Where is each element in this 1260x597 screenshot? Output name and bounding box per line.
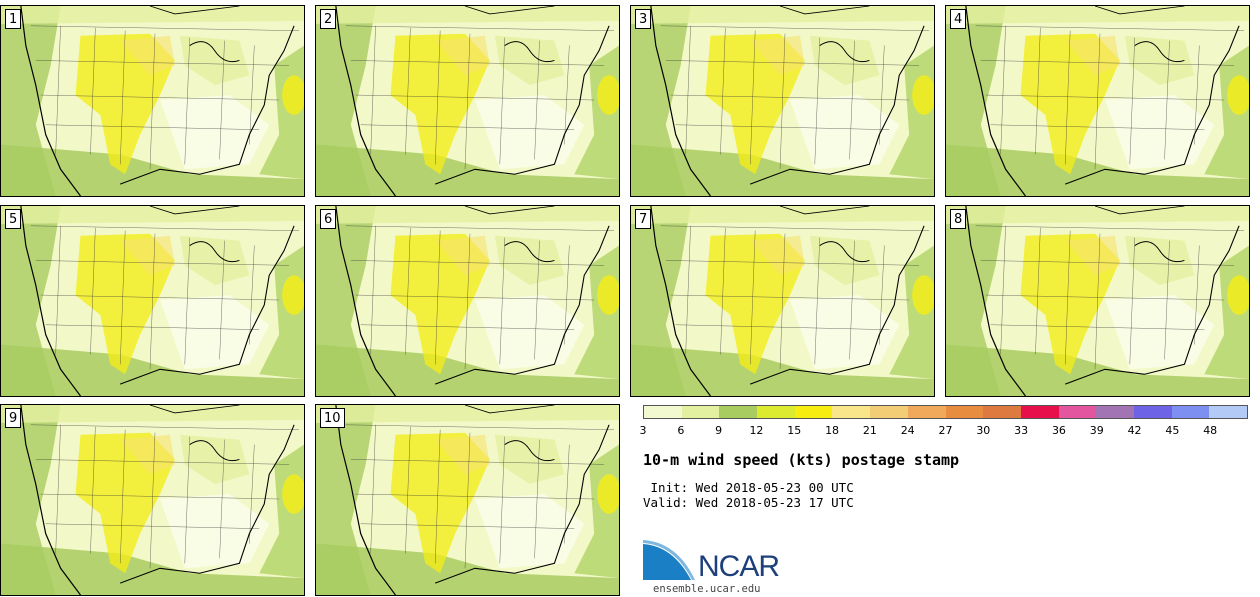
ncar-logo-icon xyxy=(643,540,695,580)
member-label: 7 xyxy=(635,209,652,229)
member-map-4: 4 xyxy=(945,5,1250,197)
member-label: 3 xyxy=(635,9,652,29)
member-label: 8 xyxy=(950,209,967,229)
colorbar-tick-label: 18 xyxy=(825,424,840,437)
member-map-7: 7 xyxy=(630,205,935,397)
member-map-5: 5 xyxy=(0,205,305,397)
colorbar-ticks: 3 6 9 12 15 18 21 24 27 30 33 36 39 42 45 48 xyxy=(639,424,1248,438)
member-map-2: 2 xyxy=(315,5,620,197)
member-label: 10 xyxy=(320,408,345,428)
colorbar-swatch xyxy=(1096,406,1134,418)
member-label: 6 xyxy=(320,209,337,229)
member-label: 1 xyxy=(5,9,22,29)
member-map-1: 1 xyxy=(0,5,305,197)
colorbar-tick-label: 24 xyxy=(900,424,915,437)
colorbar xyxy=(643,405,1248,419)
colorbar-swatch xyxy=(945,406,984,418)
member-label: 4 xyxy=(950,9,967,29)
website-url[interactable]: ensemble.ucar.edu xyxy=(653,583,761,595)
colorbar-tick-label: 27 xyxy=(938,424,953,437)
colorbar-swatch xyxy=(1209,406,1247,418)
member-map-8: 8 xyxy=(945,205,1250,397)
colorbar-tick-label: 48 xyxy=(1203,424,1218,437)
member-map-6: 6 xyxy=(315,205,620,397)
ncar-logo-text: NCAR xyxy=(698,550,780,583)
member-map-9: 9 xyxy=(0,404,305,596)
colorbar-tick-label: 15 xyxy=(787,424,802,437)
colorbar-swatch xyxy=(757,406,795,418)
colorbar-swatch xyxy=(794,406,833,418)
colorbar-swatch xyxy=(983,406,1021,418)
init-time: Init: Wed 2018-05-23 00 UTC xyxy=(643,480,854,495)
colorbar-tick-label: 45 xyxy=(1165,424,1180,437)
colorbar-tick-label: 36 xyxy=(1051,424,1066,437)
chart-title: 10-m wind speed (kts) postage stamp xyxy=(643,451,960,469)
colorbar-swatch xyxy=(644,406,682,418)
colorbar-swatch xyxy=(832,406,871,418)
colorbar-tick-label: 6 xyxy=(677,424,685,437)
member-map-10: 10 xyxy=(315,404,620,596)
member-label: 5 xyxy=(5,209,22,229)
colorbar-swatch xyxy=(681,406,720,418)
member-label: 9 xyxy=(5,408,22,428)
colorbar-swatch xyxy=(1058,406,1097,418)
colorbar-swatch xyxy=(1020,406,1059,418)
colorbar-swatch xyxy=(870,406,908,418)
colorbar-swatch xyxy=(1171,406,1210,418)
colorbar-tick-label: 39 xyxy=(1089,424,1104,437)
member-map-3: 3 xyxy=(630,5,935,197)
colorbar-tick-label: 9 xyxy=(715,424,723,437)
member-label: 2 xyxy=(320,9,337,29)
colorbar-tick-label: 33 xyxy=(1014,424,1029,437)
colorbar-swatch xyxy=(1133,406,1172,418)
colorbar-swatch xyxy=(719,406,758,418)
valid-time: Valid: Wed 2018-05-23 17 UTC xyxy=(643,495,854,510)
colorbar-swatch xyxy=(907,406,946,418)
colorbar-tick-label: 42 xyxy=(1127,424,1142,437)
colorbar-tick-label: 3 xyxy=(639,424,647,437)
colorbar-tick-label: 21 xyxy=(862,424,877,437)
colorbar-tick-label: 12 xyxy=(749,424,764,437)
colorbar-tick-label: 30 xyxy=(976,424,991,437)
